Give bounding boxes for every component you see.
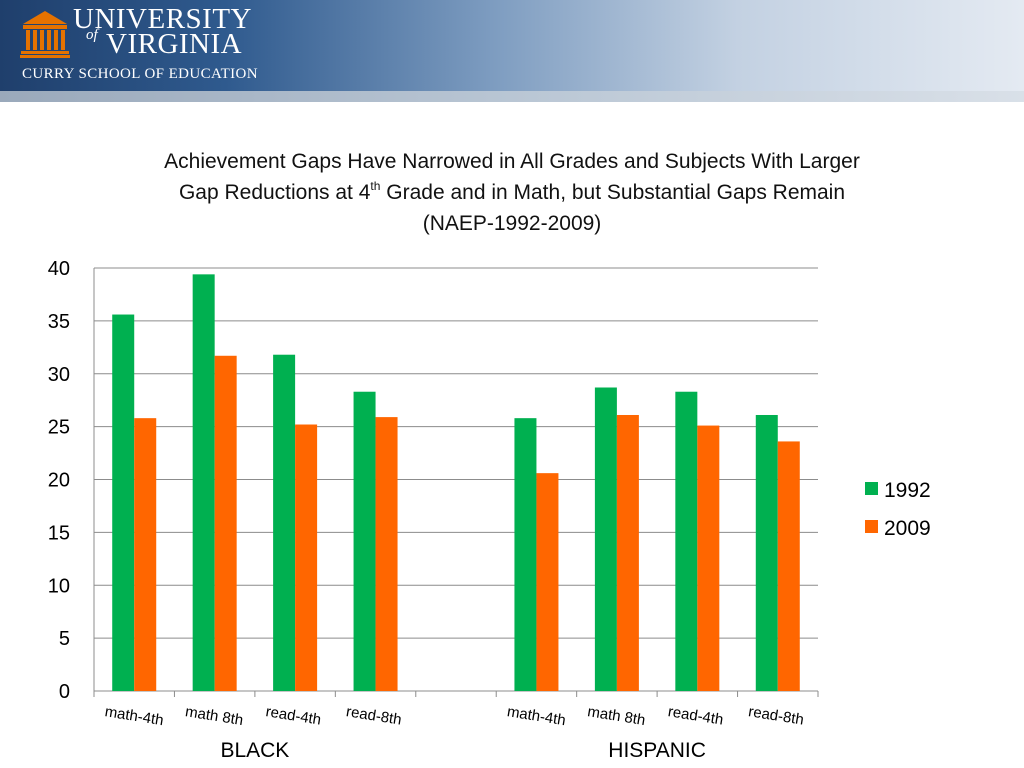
legend-swatch-2009 <box>865 520 878 533</box>
category-label: math 8th <box>586 703 646 729</box>
title-line2-start: Gap Reductions at 4 <box>178 181 371 204</box>
bar-1992 <box>353 391 376 691</box>
category-label: math-4th <box>104 703 165 729</box>
bar-1992 <box>594 387 617 691</box>
y-tick-label: 25 <box>48 417 70 439</box>
bar-2009 <box>295 424 318 691</box>
y-tick-label: 30 <box>48 364 70 386</box>
category-label: read-8th <box>747 703 805 729</box>
y-tick-label: 10 <box>48 575 70 597</box>
header-banner: UNIVERSITY of VIRGINIA CURRY SCHOOL OF E… <box>0 0 1024 102</box>
bar-2009 <box>134 418 157 691</box>
chart-title-line3: (NAEP-1992-2009) <box>422 212 602 235</box>
bar-2009 <box>616 414 639 691</box>
bar-2009 <box>777 441 800 691</box>
chart-title-line2: Gap Reductions at 4th Grade and in Math,… <box>62 177 962 208</box>
logo-virginia-text: VIRGINIA <box>106 28 243 60</box>
logo-of-text: of <box>86 27 98 43</box>
y-tick-label: 40 <box>48 258 70 280</box>
legend-label: 1992 <box>884 479 931 502</box>
bar-2009 <box>536 473 559 691</box>
bar-1992 <box>675 391 698 691</box>
bar-1992 <box>112 314 135 691</box>
group-label: BLACK <box>220 739 289 762</box>
bar-2009 <box>697 425 720 691</box>
chart-title-line1: Achievement Gaps Have Narrowed in All Gr… <box>164 150 860 173</box>
category-label: read-8th <box>345 703 403 729</box>
bar-1992 <box>192 274 215 691</box>
legend-label: 2009 <box>884 517 931 540</box>
category-label: math-4th <box>506 703 567 729</box>
bar-1992 <box>273 354 296 691</box>
y-tick-label: 20 <box>48 470 70 492</box>
category-label: math 8th <box>184 703 244 729</box>
bar-1992 <box>755 414 778 691</box>
logo-school-text: CURRY SCHOOL OF EDUCATION <box>22 66 258 82</box>
y-tick-label: 5 <box>59 628 70 650</box>
bar-1992 <box>514 418 537 691</box>
y-tick-label: 15 <box>48 522 70 544</box>
logo-university-text: UNIVERSITY <box>73 3 252 35</box>
bar-2009 <box>214 355 237 691</box>
group-label: HISPANIC <box>608 739 706 762</box>
category-label: read-4th <box>264 703 322 729</box>
header-stripe <box>0 91 1024 102</box>
rotunda-logo-icon <box>20 11 70 58</box>
legend-swatch-1992 <box>865 482 878 495</box>
y-tick-label: 0 <box>59 681 70 703</box>
title-line2-end: Grade and in Math, but Substantial Gaps … <box>380 181 846 204</box>
y-tick-label: 35 <box>48 311 70 333</box>
bar-2009 <box>375 417 398 691</box>
title-superscript: th <box>370 179 381 193</box>
category-label: read-4th <box>667 703 725 729</box>
chart-title: Achievement Gaps Have Narrowed in All Gr… <box>62 146 962 239</box>
